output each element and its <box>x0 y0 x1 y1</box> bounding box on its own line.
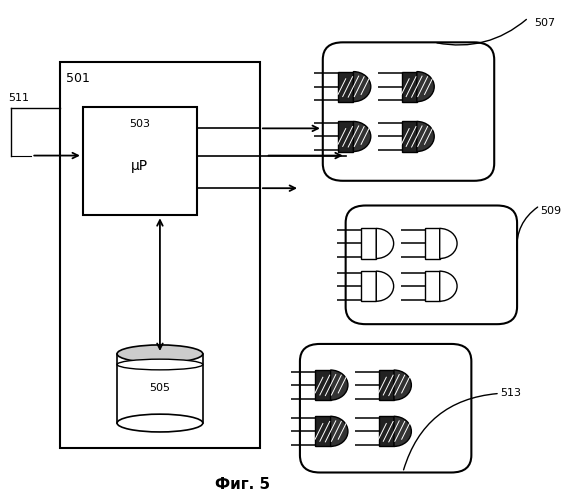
Text: 509: 509 <box>540 206 561 216</box>
Text: μP: μP <box>132 159 148 173</box>
Bar <box>379 416 394 446</box>
Wedge shape <box>376 271 394 301</box>
Bar <box>425 271 440 301</box>
Text: 511: 511 <box>9 94 29 104</box>
Text: 505: 505 <box>149 384 170 394</box>
Wedge shape <box>394 370 411 400</box>
Ellipse shape <box>117 414 203 432</box>
Bar <box>379 370 394 400</box>
Ellipse shape <box>117 345 203 362</box>
FancyBboxPatch shape <box>300 344 471 472</box>
FancyBboxPatch shape <box>346 206 517 324</box>
Wedge shape <box>417 72 434 102</box>
Ellipse shape <box>117 359 203 370</box>
Bar <box>402 72 417 102</box>
Text: 507: 507 <box>534 18 555 28</box>
Bar <box>316 370 331 400</box>
Wedge shape <box>417 122 434 152</box>
Wedge shape <box>394 416 411 446</box>
Wedge shape <box>354 72 371 102</box>
Bar <box>60 62 260 448</box>
Wedge shape <box>376 228 394 258</box>
Wedge shape <box>331 370 348 400</box>
Text: 501: 501 <box>66 72 89 85</box>
Bar <box>338 72 354 102</box>
Bar <box>361 228 376 258</box>
Bar <box>425 228 440 258</box>
Text: Фиг. 5: Фиг. 5 <box>215 478 271 492</box>
FancyBboxPatch shape <box>323 42 494 181</box>
Bar <box>83 106 197 216</box>
Wedge shape <box>440 228 457 258</box>
Text: 503: 503 <box>129 119 151 129</box>
Bar <box>402 122 417 152</box>
Bar <box>338 122 354 152</box>
Wedge shape <box>331 416 348 446</box>
Bar <box>117 354 203 423</box>
Bar <box>316 416 331 446</box>
Text: 513: 513 <box>500 388 521 398</box>
Wedge shape <box>354 122 371 152</box>
Wedge shape <box>440 271 457 301</box>
Bar <box>361 271 376 301</box>
